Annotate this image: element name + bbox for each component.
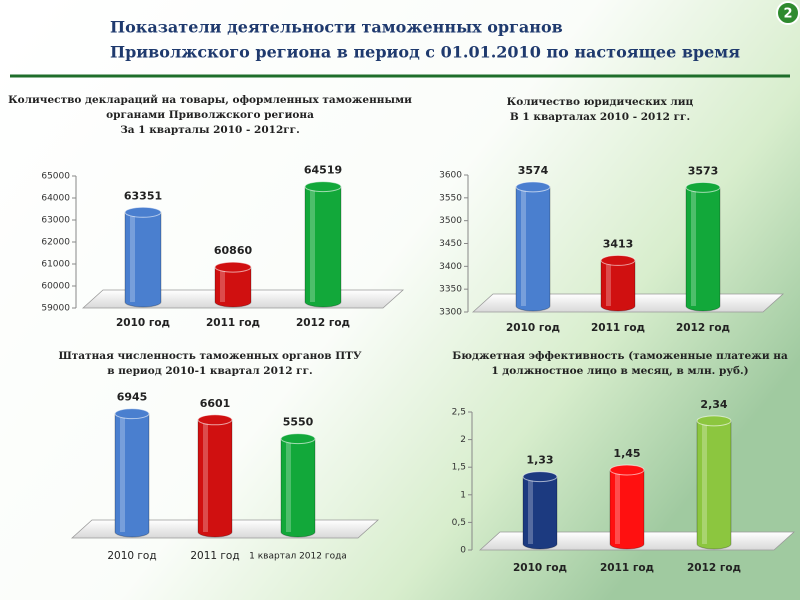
- bar-cap: [600, 254, 636, 266]
- y-tick-label: 62000: [41, 238, 70, 248]
- bar: [609, 469, 645, 550]
- bar-shine: [521, 190, 526, 306]
- value-label: 1,45: [613, 447, 640, 460]
- y-tick-label: 1: [460, 490, 466, 500]
- x-tick-label: 2011 год: [600, 562, 654, 574]
- bar-shine: [220, 271, 225, 302]
- y-tick-label: 2: [460, 435, 466, 445]
- y-tick-label: 3400: [439, 262, 462, 272]
- bar: [197, 419, 233, 538]
- slide-title: Показатели деятельности таможенных орган…: [110, 18, 563, 37]
- bar: [515, 186, 551, 312]
- x-tick-label: 2010 год: [116, 317, 170, 329]
- y-tick-label: 64000: [41, 194, 70, 204]
- bar-shine: [120, 417, 125, 532]
- bar-shine: [310, 190, 315, 302]
- y-tick-label: 0: [460, 546, 466, 556]
- bar: [304, 186, 342, 308]
- chart-title: органами Приволжского региона: [106, 109, 314, 121]
- value-label: 60860: [214, 244, 253, 257]
- bar-cap: [522, 471, 558, 483]
- value-label: 64519: [304, 164, 342, 177]
- chart-title: Бюджетная эффективность (таможенные плат…: [452, 350, 788, 362]
- bar-shine: [130, 216, 135, 302]
- x-tick-label: 2010 год: [506, 322, 560, 334]
- bar: [280, 438, 316, 538]
- value-label: 6945: [117, 391, 148, 404]
- value-label: 63351: [124, 189, 162, 202]
- bar: [600, 259, 636, 312]
- x-tick-label: 2011 год: [591, 322, 645, 334]
- x-tick-label: 2011 год: [206, 317, 260, 329]
- value-label: 1,33: [526, 454, 553, 467]
- bar-shine: [702, 424, 707, 544]
- bar-cap: [124, 206, 162, 218]
- y-tick-label: 59000: [41, 304, 70, 314]
- y-tick-label: 3450: [439, 239, 462, 249]
- value-label: 2,34: [700, 398, 727, 411]
- x-tick-label: 2012 год: [687, 562, 741, 574]
- chart-title: В 1 кварталах 2010 - 2012 гг.: [510, 111, 690, 123]
- x-tick-label: 2010 год: [107, 550, 156, 562]
- bar-cap: [214, 261, 252, 273]
- bar-cap: [696, 415, 732, 427]
- x-tick-label: 2012 год: [676, 322, 730, 334]
- value-label: 3413: [603, 237, 634, 250]
- bar: [522, 476, 558, 550]
- bar-shine: [691, 191, 696, 306]
- y-tick-label: 3600: [439, 171, 462, 181]
- bar: [114, 413, 150, 538]
- bar: [696, 420, 732, 550]
- value-label: 3573: [688, 164, 719, 177]
- bar-cap: [304, 181, 342, 193]
- bar: [124, 211, 162, 308]
- bar-cap: [685, 181, 721, 193]
- bar-cap: [280, 433, 316, 445]
- bar-cap: [515, 181, 551, 193]
- y-tick-label: 0,5: [452, 518, 466, 528]
- bar-shine: [615, 473, 620, 544]
- x-tick-label: 2010 год: [513, 562, 567, 574]
- chart-title: 1 должностное лицо в месяц, в млн. руб.): [491, 365, 748, 377]
- bar-shine: [203, 423, 208, 532]
- x-tick-label: 1 квартал 2012 года: [249, 552, 347, 562]
- x-tick-label: 2011 год: [190, 550, 239, 562]
- chart-title: в период 2010-1 квартал 2012 гг.: [107, 365, 312, 377]
- chart-title: Количество деклараций на товары, оформле…: [8, 94, 412, 106]
- bar-shine: [606, 264, 611, 306]
- y-tick-label: 3550: [439, 193, 462, 203]
- y-tick-label: 3350: [439, 285, 462, 295]
- value-label: 6601: [200, 397, 231, 410]
- y-tick-label: 3500: [439, 216, 462, 226]
- chart-title: За 1 кварталы 2010 - 2012гг.: [120, 124, 300, 136]
- bar-shine: [528, 480, 533, 544]
- y-tick-label: 3300: [439, 308, 462, 318]
- y-tick-label: 61000: [41, 260, 70, 270]
- page-number: 2: [783, 7, 792, 22]
- bar-cap: [197, 414, 233, 426]
- value-label: 5550: [283, 416, 314, 429]
- chart-title: Количество юридических лиц: [507, 96, 694, 108]
- bar-cap: [114, 408, 150, 420]
- bar: [214, 266, 252, 308]
- y-tick-label: 2,5: [452, 408, 466, 418]
- bar-shine: [286, 442, 291, 532]
- x-tick-label: 2012 год: [296, 317, 350, 329]
- page-badge: [776, 1, 800, 25]
- y-tick-label: 1,5: [452, 463, 466, 473]
- slide-title: Приволжского региона в период с 01.01.20…: [110, 43, 740, 62]
- y-tick-label: 65000: [41, 172, 70, 182]
- chart-title: Штатная численность таможенных органов П…: [58, 350, 362, 362]
- y-tick-label: 63000: [41, 216, 70, 226]
- bar: [685, 186, 721, 312]
- bar-cap: [609, 464, 645, 476]
- y-tick-label: 60000: [41, 282, 70, 292]
- value-label: 3574: [518, 164, 549, 177]
